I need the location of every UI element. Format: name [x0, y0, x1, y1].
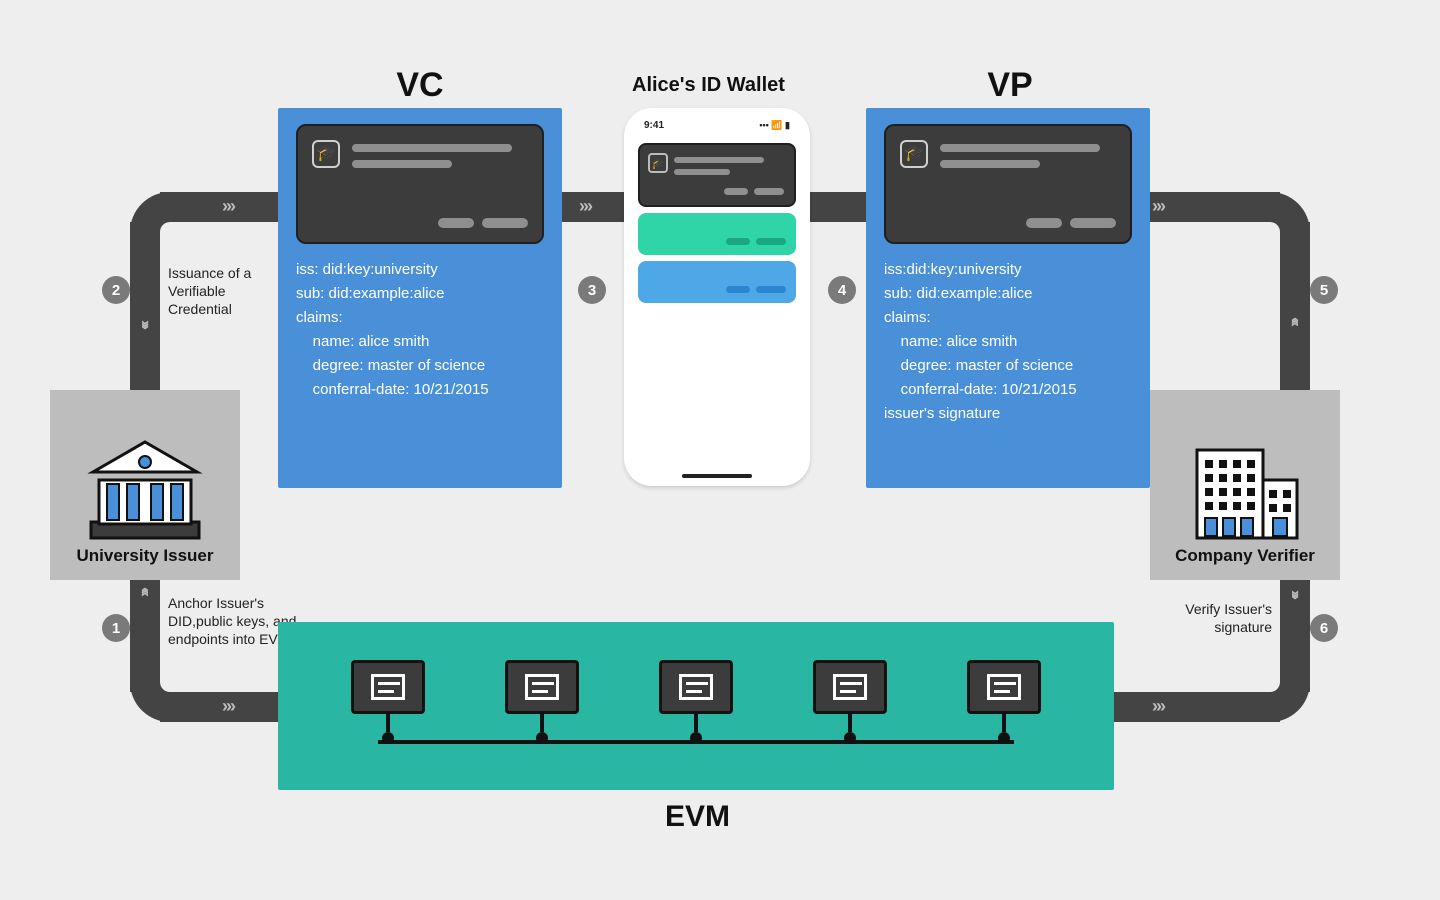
wallet-card: 🎓 — [638, 143, 796, 207]
vp-panel: 🎓 iss:did:key:university sub: did:exampl… — [866, 108, 1150, 488]
company-verifier: Company Verifier — [1150, 390, 1340, 580]
vp-heading: VP — [980, 66, 1040, 105]
step-badge-2: 2 — [102, 276, 130, 304]
step-badge-4: 4 — [828, 276, 856, 304]
phone-time: 9:41 — [644, 120, 664, 131]
step-badge-5: 5 — [1310, 276, 1338, 304]
vp-claims: iss:did:key:university sub: did:example:… — [884, 258, 1132, 426]
step-badge-3: 3 — [578, 276, 606, 304]
wallet-card — [638, 261, 796, 303]
university-icon — [85, 436, 205, 546]
step-label-2: Issuance of a Verifiable Credential — [168, 264, 278, 319]
office-icon — [1185, 436, 1305, 546]
step-badge-6: 6 — [1310, 614, 1338, 642]
phone-status-icons: ••• 📶 ▮ — [759, 120, 790, 131]
wallet-card — [638, 213, 796, 255]
graduation-cap-icon: 🎓 — [900, 140, 928, 168]
vc-claims: iss: did:key:university sub: did:example… — [296, 258, 544, 402]
evm-node — [659, 660, 733, 744]
wallet-heading: Alice's ID Wallet — [632, 74, 785, 97]
home-indicator — [682, 474, 752, 478]
step-badge-1: 1 — [102, 614, 130, 642]
graduation-cap-icon: 🎓 — [648, 153, 668, 173]
credential-card-icon: 🎓 — [296, 124, 544, 244]
phone-wallet: 9:41 ••• 📶 ▮ 🎓 — [624, 108, 810, 486]
evm-node — [967, 660, 1041, 744]
vc-panel: 🎓 iss: did:key:university sub: did:examp… — [278, 108, 562, 488]
evm-heading: EVM — [665, 800, 730, 834]
vc-heading: VC — [390, 66, 450, 105]
credential-card-icon: 🎓 — [884, 124, 1132, 244]
path-corner — [1250, 192, 1310, 252]
graduation-cap-icon: 🎓 — [312, 140, 340, 168]
evm-node — [813, 660, 887, 744]
evm-panel — [278, 622, 1114, 790]
phone-status-bar: 9:41 ••• 📶 ▮ — [634, 118, 800, 137]
evm-node — [505, 660, 579, 744]
university-issuer: University Issuer — [50, 390, 240, 580]
issuer-label: University Issuer — [76, 546, 213, 566]
diagram-stage: ››› ››› ››› ››› ››› ››› ››› ››› ››› ››› … — [0, 0, 1440, 900]
evm-node — [351, 660, 425, 744]
path-corner — [1250, 662, 1310, 722]
path-corner — [130, 192, 190, 252]
evm-nodes — [351, 660, 1041, 744]
step-label-6: Verify Issuer's signature — [1162, 600, 1272, 636]
verifier-label: Company Verifier — [1175, 546, 1315, 566]
